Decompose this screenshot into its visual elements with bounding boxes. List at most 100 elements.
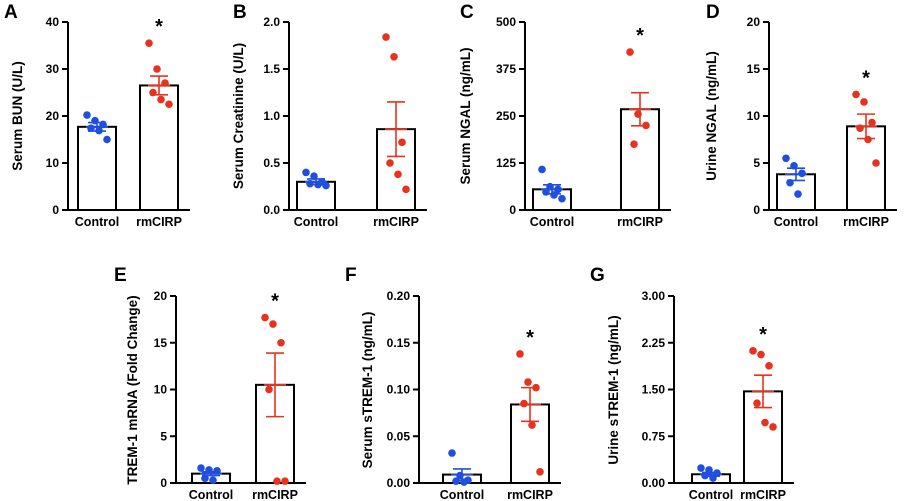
data-point	[314, 180, 322, 189]
y-axis-label: Serum Creatinine (U/L)	[231, 43, 246, 189]
category-label: Control	[294, 215, 338, 229]
significance-star: *	[271, 291, 279, 313]
data-point	[99, 120, 107, 129]
data-point	[765, 362, 773, 370]
data-point	[322, 181, 330, 190]
data-point	[538, 165, 546, 174]
data-point	[757, 350, 765, 359]
y-tick-label: 250	[496, 109, 516, 123]
data-point	[302, 168, 310, 177]
data-point	[860, 98, 868, 106]
category-label: Control	[75, 215, 119, 229]
data-point	[145, 39, 153, 47]
data-point	[856, 124, 864, 133]
y-tick-label: 40	[46, 15, 60, 29]
data-point	[205, 466, 213, 474]
data-point	[269, 320, 277, 328]
data-point	[456, 471, 464, 480]
y-tick-label: 0	[160, 476, 167, 490]
data-point	[153, 65, 161, 73]
data-point	[448, 449, 456, 457]
data-point	[460, 478, 468, 486]
data-point	[782, 154, 790, 163]
data-point	[542, 188, 550, 196]
data-point	[709, 474, 717, 482]
data-point	[281, 477, 289, 485]
y-tick-label: 0.00	[387, 476, 411, 490]
y-tick-label: 20	[46, 109, 60, 123]
data-point	[157, 95, 165, 104]
y-tick-label: 0.20	[387, 289, 411, 303]
data-point	[868, 118, 876, 127]
panel-letter: D	[706, 2, 720, 23]
data-point	[532, 383, 540, 392]
data-point	[705, 466, 713, 474]
significance-star: *	[759, 324, 767, 346]
y-tick-label: 2.25	[642, 336, 666, 350]
category-label: Control	[440, 488, 484, 501]
y-tick-label: 0.5	[263, 156, 280, 170]
y-tick-label: 500	[496, 15, 516, 29]
y-tick-label: 1.0	[263, 109, 280, 123]
panel-f: F Serum sTREM-1 (ng/mL) 0.00 0.05 0.10 0.15 0.…	[345, 265, 561, 501]
data-point	[87, 124, 95, 133]
category-label: Control	[189, 488, 233, 501]
significance-star: *	[862, 67, 870, 89]
data-point	[642, 121, 650, 130]
category-label: rmCIRP	[252, 488, 298, 501]
panel-letter: F	[345, 265, 357, 286]
y-tick-label: 10	[747, 109, 761, 123]
data-point	[852, 90, 860, 99]
data-point	[761, 418, 769, 427]
y-axis-label: Serum NGAL (ng/mL)	[458, 47, 473, 184]
data-point	[402, 185, 410, 194]
category-label: Control	[530, 215, 574, 229]
panel-e: E TREM-1 mRNA (Fold Change) 0 5 10 15 20 Contro…	[114, 265, 306, 501]
y-tick-label: 0.10	[387, 383, 411, 397]
data-point	[701, 471, 709, 480]
y-tick-label: 0.0	[263, 203, 280, 217]
data-point	[794, 190, 802, 198]
data-point	[209, 476, 217, 484]
y-tick-label: 15	[154, 336, 168, 350]
data-point	[452, 477, 460, 485]
data-point	[265, 385, 273, 394]
data-point	[769, 423, 777, 431]
significance-star: *	[155, 16, 163, 38]
data-point	[753, 399, 761, 408]
y-tick-label: 2.0	[263, 15, 280, 29]
y-tick-label: 20	[747, 15, 761, 29]
category-label: rmCIRP	[507, 488, 553, 501]
data-point	[872, 159, 880, 167]
data-point	[277, 338, 285, 347]
data-point	[749, 347, 757, 355]
y-tick-label: 10	[46, 156, 60, 170]
data-point	[786, 178, 794, 187]
data-point	[520, 399, 528, 408]
data-point	[524, 378, 532, 386]
data-point	[386, 159, 394, 167]
y-tick-label: 0	[509, 203, 516, 217]
y-tick-label: 0.05	[387, 429, 411, 443]
data-point	[310, 172, 318, 180]
data-point	[554, 185, 562, 194]
panel-letter: G	[590, 265, 605, 286]
y-axis-label: Urine sTREM-1 (ng/mL)	[606, 315, 621, 464]
data-point	[213, 467, 221, 475]
data-point	[626, 48, 634, 56]
y-tick-label: 375	[496, 62, 516, 76]
data-point	[165, 100, 173, 109]
data-point	[306, 179, 314, 188]
y-tick-label: 1.50	[642, 383, 666, 397]
data-point	[261, 313, 269, 322]
category-label: rmCIRP	[740, 488, 786, 501]
panel-d: D Urine NGAL (ng/mL) 0 5 10 15 20 Control rmCIRP…	[704, 2, 897, 229]
panel-c: C Serum NGAL (ng/mL) 0 125 250 375 500 Control r…	[458, 2, 671, 229]
y-tick-label: 0.00	[642, 476, 666, 490]
data-point	[528, 421, 536, 429]
panel-letter: B	[233, 2, 247, 23]
y-tick-label: 15	[747, 62, 761, 76]
y-tick-label: 0.75	[642, 429, 666, 443]
category-label: Control	[689, 488, 733, 501]
